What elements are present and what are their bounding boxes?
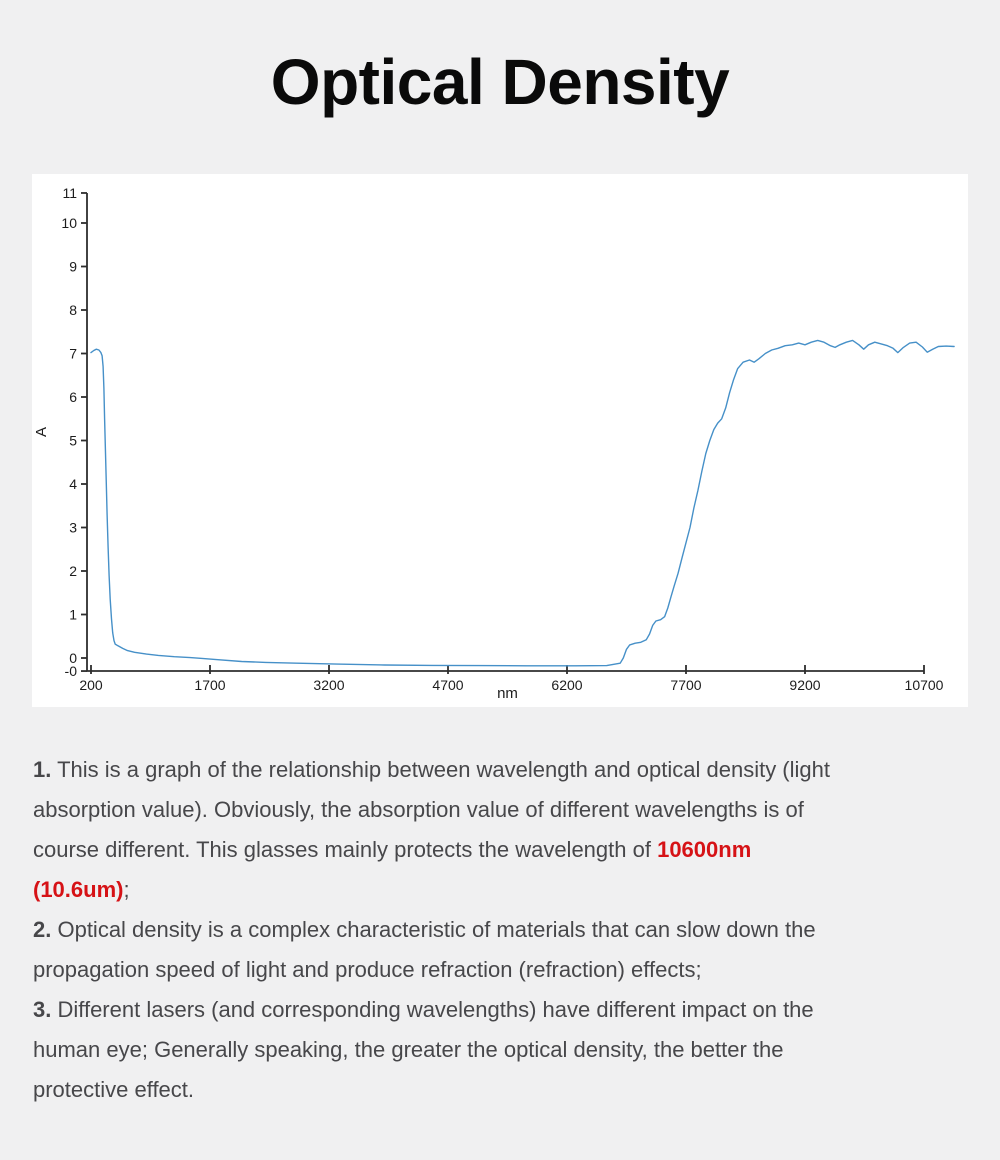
note-line: course different. This glasses mainly pr…	[33, 830, 967, 870]
note-paragraph-1: 1. This is a graph of the relationship b…	[33, 750, 967, 910]
chart-axes	[86, 193, 924, 672]
highlight-text: (10.6um)	[33, 877, 124, 902]
note-text: Optical density is a complex characteris…	[51, 917, 816, 942]
x-tick-label: 6200	[551, 677, 582, 693]
note-line: propagation speed of light and produce r…	[33, 950, 967, 990]
note-line: (10.6um);	[33, 870, 967, 910]
x-axis-label: nm	[497, 685, 518, 702]
note-text: 2.	[33, 917, 52, 942]
y-tick-label: 8	[69, 302, 77, 318]
x-tick-label: 3200	[313, 677, 344, 693]
note-line: 3. Different lasers (and corresponding w…	[33, 990, 967, 1030]
y-tick-label: 7	[69, 346, 77, 362]
y-axis-label: A	[33, 427, 50, 437]
page-title: Optical Density	[270, 46, 730, 118]
x-tick-label: 7700	[670, 677, 701, 693]
y-tick-label: 11	[62, 185, 77, 201]
y-tick-label: 2	[69, 563, 77, 579]
note-paragraph-3: 3. Different lasers (and corresponding w…	[33, 990, 967, 1110]
note-text: This is a graph of the relationship betw…	[51, 757, 830, 782]
y-tick-label: 9	[69, 259, 77, 275]
x-tick-label: 4700	[432, 677, 463, 693]
note-paragraph-2: 2. Optical density is a complex characte…	[33, 910, 967, 990]
note-text: Different lasers (and corresponding wave…	[51, 997, 814, 1022]
note-text: propagation speed of light and produce r…	[33, 957, 702, 982]
y-tick-label: 3	[69, 520, 77, 536]
x-tick-label: 9200	[789, 677, 820, 693]
absorbance-curve	[90, 339, 955, 667]
note-text: human eye; Generally speaking, the great…	[33, 1037, 784, 1062]
y-tick-label: 4	[69, 476, 77, 492]
note-line: absorption value). Obviously, the absorp…	[33, 790, 967, 830]
note-line: protective effect.	[33, 1070, 967, 1110]
y-tick-label: 6	[69, 389, 77, 405]
y-tick-label: 10	[61, 215, 77, 231]
note-text: course different. This glasses mainly pr…	[33, 837, 658, 862]
note-line: 1. This is a graph of the relationship b…	[33, 750, 967, 790]
y-tick-label: 5	[69, 433, 77, 449]
note-text: ;	[123, 877, 130, 902]
highlight-text: 10600nm	[657, 837, 752, 862]
note-text: 3.	[33, 997, 52, 1022]
x-tick-label: 200	[79, 677, 103, 693]
x-tick-label: 1700	[194, 677, 225, 693]
y-tick-label: -0	[65, 663, 78, 679]
x-tick-label: 10700	[905, 677, 944, 693]
chart-card: 11 10 9 8 7 6 5 4 3 2 1 0 -0 200 1700 3200 4700 6200 7700 9…	[32, 174, 968, 707]
notes: 1. This is a graph of the relationship b…	[33, 750, 967, 1110]
note-line: 2. Optical density is a complex characte…	[33, 910, 967, 950]
y-tick-label: 1	[69, 607, 77, 623]
note-text: absorption value). Obviously, the absorp…	[33, 797, 804, 822]
note-line: human eye; Generally speaking, the great…	[33, 1030, 967, 1070]
y-tick-label: 0	[69, 650, 77, 666]
note-text: protective effect.	[33, 1077, 195, 1102]
note-text: 1.	[33, 757, 52, 782]
